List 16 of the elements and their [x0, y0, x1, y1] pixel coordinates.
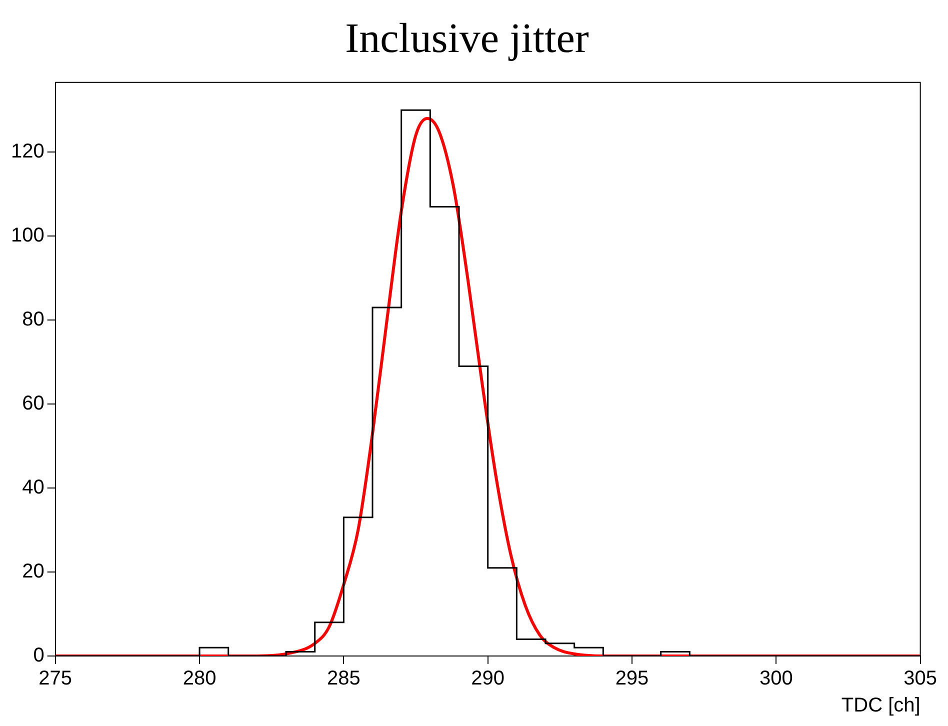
y-tick-label: 0: [33, 644, 44, 667]
y-tick-label: 60: [22, 392, 44, 415]
x-tick-label: 275: [38, 668, 72, 690]
chart-title: Inclusive jitter: [345, 16, 589, 62]
x-tick-label: 280: [182, 668, 216, 690]
y-tick-label: 100: [10, 224, 44, 247]
y-tick-label: 40: [22, 476, 44, 499]
y-tick-label: 80: [22, 308, 44, 331]
y-tick-label: 120: [10, 140, 44, 163]
x-tick-label: 305: [904, 668, 938, 690]
y-tick-label: 20: [22, 560, 44, 583]
x-axis-title: TDC [ch]: [841, 694, 920, 717]
x-tick-label: 285: [326, 668, 360, 690]
x-tick-label: 295: [615, 668, 649, 690]
x-tick-label: 290: [471, 668, 505, 690]
x-tick-label: 300: [759, 668, 793, 690]
